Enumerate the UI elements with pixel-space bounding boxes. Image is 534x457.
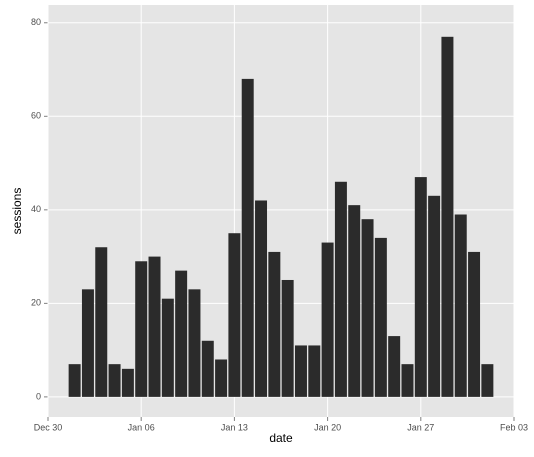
bar xyxy=(414,177,427,397)
bar xyxy=(68,364,81,397)
bar xyxy=(334,181,347,397)
y-tick-label: 60 xyxy=(31,111,41,121)
y-axis-title: sessions xyxy=(10,188,24,235)
bar xyxy=(441,36,454,397)
bar xyxy=(294,345,307,397)
bar xyxy=(428,195,441,397)
x-tick-label: Jan 13 xyxy=(221,422,248,432)
bar xyxy=(268,251,281,397)
bar xyxy=(175,270,188,397)
bar xyxy=(374,237,387,397)
bar xyxy=(321,242,334,397)
bar xyxy=(95,247,108,397)
bar xyxy=(81,289,94,397)
bar xyxy=(308,345,321,397)
bar xyxy=(228,233,241,397)
y-tick-label: 40 xyxy=(31,204,41,214)
bar xyxy=(241,78,254,397)
x-tick-label: Jan 27 xyxy=(407,422,434,432)
bar xyxy=(481,364,494,397)
x-tick-label: Jan 20 xyxy=(314,422,341,432)
bar xyxy=(215,359,228,397)
x-tick-label: Jan 06 xyxy=(128,422,155,432)
bar xyxy=(468,251,481,397)
x-tick-label: Feb 03 xyxy=(500,422,528,432)
bar xyxy=(361,219,374,397)
bar xyxy=(388,336,401,397)
x-tick-label: Dec 30 xyxy=(34,422,63,432)
bar xyxy=(108,364,121,397)
bar xyxy=(188,289,201,397)
bar xyxy=(121,368,134,397)
bar xyxy=(135,261,148,397)
bar xyxy=(161,298,174,397)
bar xyxy=(454,214,467,397)
bar xyxy=(281,279,294,397)
bar xyxy=(401,364,414,397)
y-tick-label: 0 xyxy=(36,391,41,401)
y-tick-label: 20 xyxy=(31,298,41,308)
bar xyxy=(255,200,268,397)
bar xyxy=(148,256,161,397)
x-axis-title: date xyxy=(269,431,293,445)
y-tick-label: 80 xyxy=(31,17,41,27)
bar xyxy=(201,340,214,397)
bar xyxy=(348,205,361,397)
